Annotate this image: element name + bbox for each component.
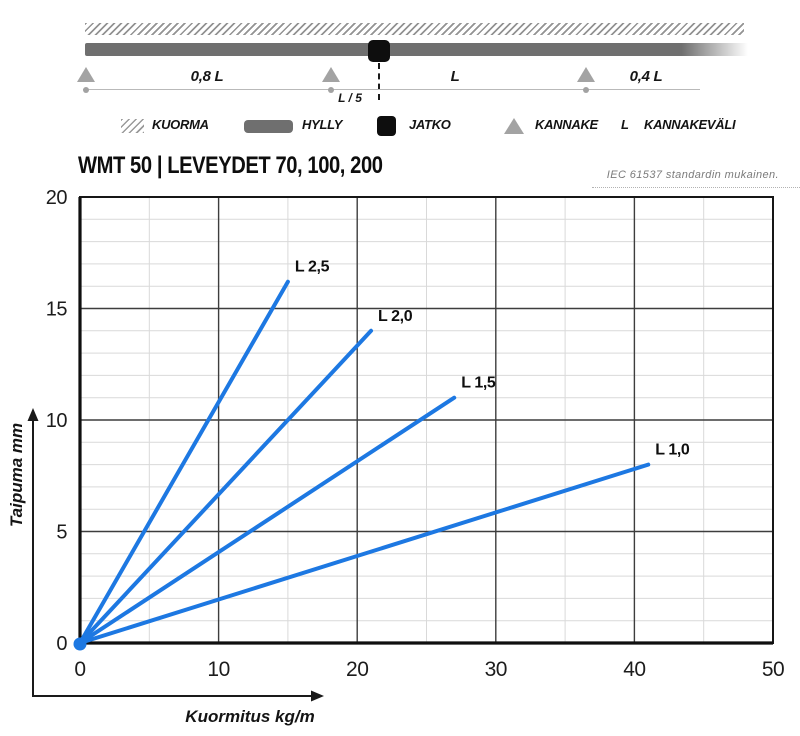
joint-square-icon <box>377 116 396 136</box>
x-tick-5: 50 <box>762 658 784 681</box>
deflection-chart: L 2,5L 2,0L 1,5L 1,00 10 20 30 40 5005101520 … <box>7 190 785 726</box>
dimension-dot <box>328 87 334 93</box>
x-axis-arrowhead <box>311 690 324 702</box>
series-line-0 <box>78 279 290 645</box>
series-line-2 <box>78 395 457 645</box>
standard-note: IEC 61537 standardin mukainen. <box>606 169 779 181</box>
y-tick-0: 0 <box>56 633 67 655</box>
legend-label-kuorma: KUORMA <box>152 117 209 132</box>
x-tick-2: 20 <box>346 658 368 681</box>
y-tick-1: 5 <box>56 522 67 544</box>
dimension-line <box>83 89 700 90</box>
dimension-dot <box>83 87 89 93</box>
load-hatch-icon <box>121 119 144 133</box>
joint-offset-label: L / 5 <box>338 91 362 105</box>
y-axis-arrowhead <box>27 408 39 421</box>
x-axis-title: Kuormitus kg/m <box>185 707 314 726</box>
series-label-1: L 2,0 <box>378 308 413 325</box>
series-line-1 <box>78 328 374 645</box>
page-title: WMT 50 | LEVEYDET 70, 100, 200 <box>78 152 383 179</box>
shelf-bar-icon <box>244 120 293 133</box>
series-label-2: L 1,5 <box>461 375 496 392</box>
x-tick-3: 30 <box>485 658 507 681</box>
x-tick-4: 40 <box>623 658 645 681</box>
support-triangle-icon <box>77 67 95 82</box>
legend-label-jatko: JATKO <box>409 117 451 132</box>
joint-icon <box>368 40 390 62</box>
note-underline <box>592 187 800 188</box>
legend-symbol-l: L <box>621 117 629 132</box>
y-tick-2: 10 <box>46 410 68 432</box>
dimension-dot <box>583 87 589 93</box>
legend-label-kannakevali: KANNAKEVÄLI <box>644 117 736 132</box>
joint-dashed-line <box>378 63 380 100</box>
support-triangle-icon <box>504 118 524 134</box>
support-triangle-icon <box>577 67 595 82</box>
x-tick-0: 0 <box>74 658 85 681</box>
load-hatch <box>85 23 744 35</box>
legend-label-hylly: HYLLY <box>302 117 343 132</box>
span-label-left: 0,8 L <box>190 68 224 85</box>
y-tick-3: 15 <box>46 299 68 321</box>
x-tick-1: 10 <box>207 658 229 681</box>
series-label-0: L 2,5 <box>295 259 330 276</box>
series-line-3 <box>78 462 651 645</box>
origin-dot <box>73 637 87 651</box>
span-label-right: 0,4 L <box>629 68 663 85</box>
shelf-bar <box>85 43 748 56</box>
support-triangle-icon <box>322 67 340 82</box>
legend-label-kannake: KANNAKE <box>535 117 598 132</box>
y-axis-title: Taipuma mm <box>7 423 26 527</box>
span-label-middle: L <box>450 68 460 85</box>
series-label-3: L 1,0 <box>655 442 690 459</box>
axis-arrows <box>32 420 312 697</box>
y-tick-4: 20 <box>46 190 68 209</box>
